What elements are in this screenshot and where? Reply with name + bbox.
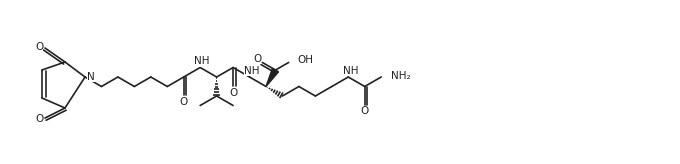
Text: O: O [360,106,369,116]
Text: O: O [229,88,237,98]
Text: OH: OH [298,55,313,65]
Text: NH: NH [194,57,210,66]
Text: N: N [87,72,95,82]
Text: NH: NH [343,66,358,76]
Text: O: O [180,97,188,107]
Text: O: O [35,42,43,52]
Text: O: O [35,114,43,124]
Text: O: O [253,54,262,64]
Text: NH: NH [244,66,259,76]
Polygon shape [266,68,279,86]
Text: NH₂: NH₂ [391,71,411,81]
